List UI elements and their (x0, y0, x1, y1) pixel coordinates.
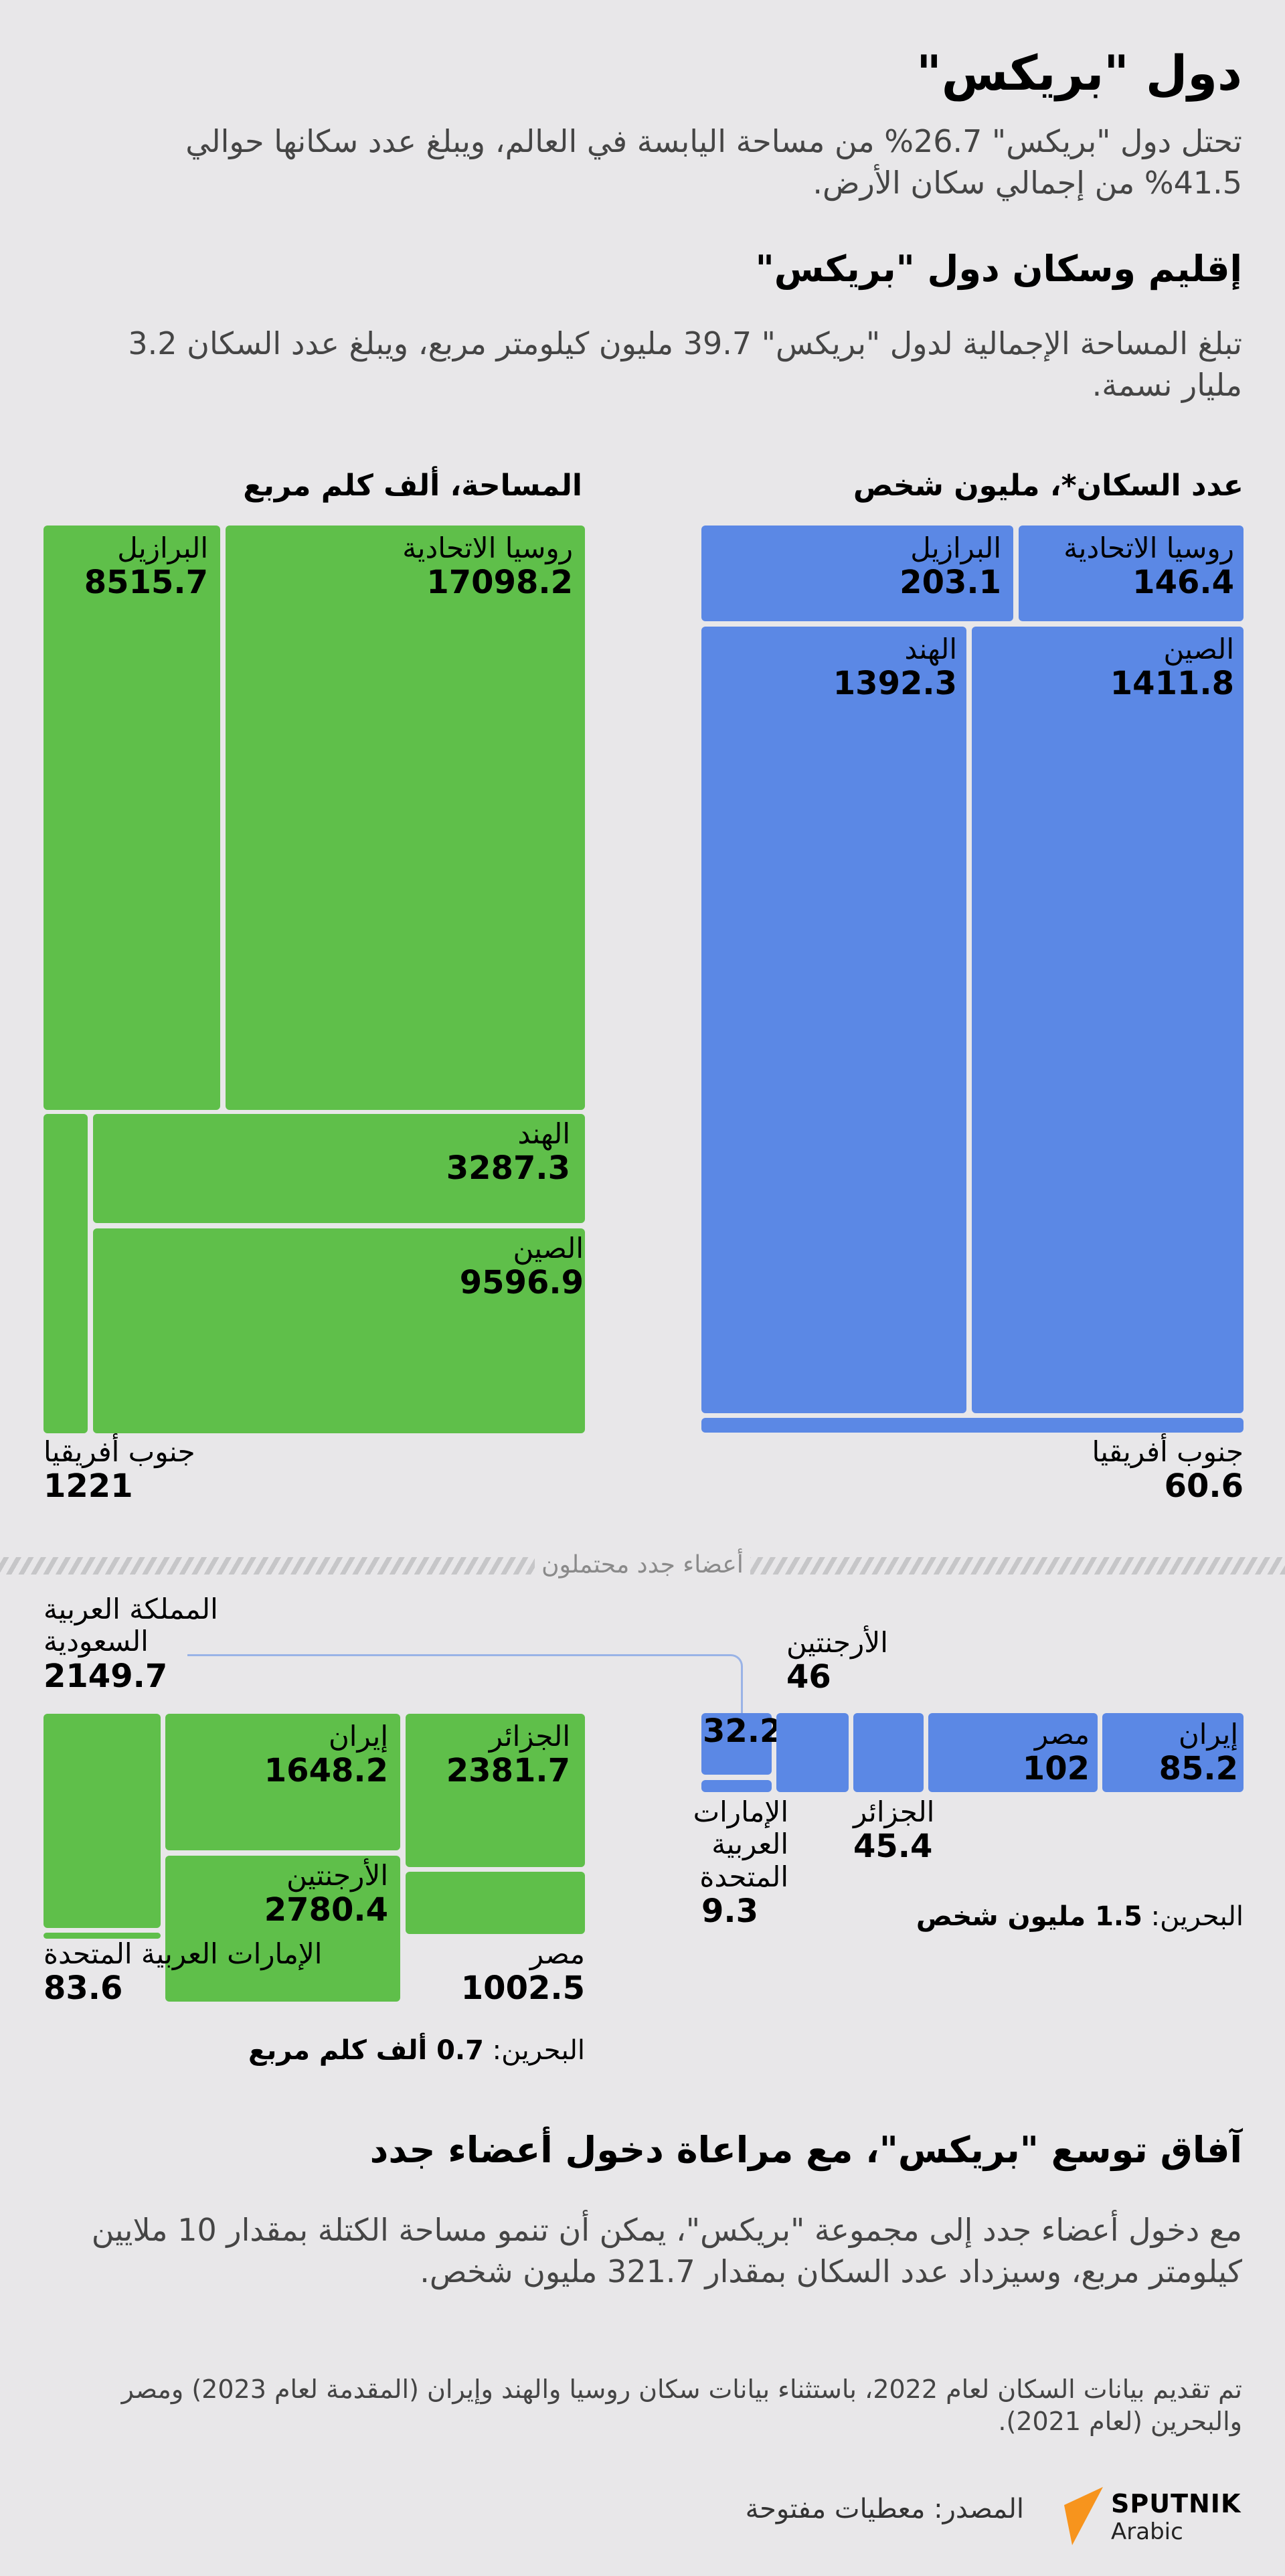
intro-text: تحتل دول "بريكس" 26.7% من مساحة اليابسة … (185, 123, 1242, 201)
cell-name: روسيا الاتحادية (402, 532, 573, 564)
cell-value: 1648.2 (264, 1752, 388, 1790)
section-text-expansion: مع دخول أعضاء جدد إلى مجموعة "بريكس"، يم… (91, 2212, 1242, 2289)
cell-value: 1411.8 (1110, 665, 1234, 703)
separator-label: أعضاء جدد محتملون (0, 1546, 1285, 1584)
treemap-cell-brazil-area: البرازيل 8515.7 (44, 526, 220, 1110)
cell-name: إيران (1178, 1718, 1238, 1751)
logo-brand: SPUTNIK (1111, 2489, 1241, 2518)
treemap-cell-brazil-population: البرازيل 203.1 (701, 526, 1013, 621)
saudi-area-label: المملكة العربية السعودية 2149.7 (44, 1593, 218, 1695)
cell-value: 2381.7 (446, 1752, 570, 1790)
page-title: دول "بريكس" (916, 45, 1242, 101)
south-africa-area-label: جنوب أفريقيا 1221 (44, 1435, 195, 1506)
cell-name: الأرجنتين (286, 1859, 388, 1892)
uae-area-label: الإمارات العربية المتحدة 83.6 (44, 1937, 323, 2008)
cell-value: 1392.3 (833, 665, 957, 703)
area-chart-title: المساحة، ألف كلم مربع (243, 469, 582, 503)
bahrain-population-note: البحرين: 1.5 مليون شخص (916, 1901, 1244, 1932)
cell-value: 3287.3 (446, 1149, 570, 1188)
logo-sub: Arabic (1111, 2518, 1183, 2545)
treemap-cell-russia-area: روسيا الاتحادية 17098.2 (226, 526, 585, 1110)
section-title-expansion: آفاق توسع "بريكس"، مع مراعاة دخول أعضاء … (369, 2129, 1242, 2171)
section-text-territory: تبلغ المساحة الإجمالية لدول "بريكس" 39.7… (128, 325, 1242, 403)
treemap-cell-india-area: الهند 3287.3 (93, 1114, 585, 1223)
treemap-cell-south-africa-area (44, 1114, 88, 1433)
treemap-cell-algeria-area: الجزائر 2381.7 (406, 1714, 585, 1867)
treemap-cell-egypt-population: مصر 102 (928, 1713, 1098, 1792)
cell-value: 2780.4 (264, 1891, 388, 1929)
bahrain-area-note: البحرين: 0.7 ألف كلم مربع (248, 2035, 585, 2066)
cell-name: الصين (1163, 633, 1234, 665)
cell-value: 32.2 (703, 1712, 782, 1750)
cell-name: روسيا الاتحادية (1063, 532, 1234, 564)
cell-name: الهند (904, 633, 957, 665)
treemap-cell-uae-area (44, 1933, 161, 1939)
sputnik-logo: SPUTNIK Arabic (1044, 2477, 1245, 2551)
cell-name: البرازيل (910, 532, 1001, 564)
treemap-cell-iran-area: إيران 1648.2 (165, 1714, 400, 1850)
argentina-population-label: الأرجنتين 46 (786, 1626, 888, 1696)
treemap-cell-south-africa-population (701, 1418, 1244, 1433)
treemap-cell-saudi-population: 32.2 (701, 1712, 782, 1775)
cell-value: 9596.9 (459, 1264, 584, 1302)
treemap-cell-egypt-area (406, 1872, 585, 1934)
treemap-cell-argentina-population (776, 1713, 849, 1792)
treemap-cell-algeria-population (853, 1713, 924, 1792)
treemap-cell-iran-population: إيران 85.2 (1102, 1713, 1244, 1792)
cell-value: 203.1 (900, 564, 1001, 602)
treemap-cell-saudi-area (44, 1714, 161, 1928)
south-africa-population-label: جنوب أفريقيا 60.6 (1092, 1435, 1244, 1506)
treemap-cell-uae-population (701, 1780, 772, 1792)
algeria-population-label: الجزائر 45.4 (853, 1795, 935, 1866)
section-title-territory: إقليم وسكان دول "بريكس" (755, 248, 1242, 290)
treemap-cell-china-population: الصين 1411.8 (972, 627, 1244, 1413)
cell-name: إيران (328, 1720, 388, 1753)
cell-name: الصين (513, 1232, 584, 1265)
cell-name: الهند (517, 1117, 570, 1150)
cell-value: 146.4 (1132, 564, 1234, 602)
cell-name: الجزائر (489, 1720, 570, 1753)
source-label: المصدر: معطيات مفتوحة (745, 2494, 1024, 2524)
egypt-area-label: مصر 1002.5 (460, 1937, 585, 2008)
cell-name: مصر (1034, 1718, 1090, 1751)
saudi-connector-line (187, 1654, 743, 1714)
population-chart-title: عدد السكان*، مليون شخص (853, 469, 1244, 503)
treemap-cell-russia-population: روسيا الاتحادية 146.4 (1019, 526, 1244, 621)
cell-value: 102 (1022, 1750, 1090, 1788)
cell-value: 8515.7 (84, 564, 208, 602)
sputnik-triangle-icon (1064, 2487, 1103, 2545)
treemap-cell-argentina-area: الأرجنتين 2780.4 (165, 1856, 400, 2002)
footnote: تم تقديم بيانات السكان لعام 2022، باستثن… (121, 2374, 1242, 2436)
uae-population-label: الإمارات العربية المتحدة 9.3 (693, 1795, 788, 1930)
treemap-cell-india-population: الهند 1392.3 (701, 627, 966, 1413)
cell-name: البرازيل (117, 532, 208, 564)
cell-value: 17098.2 (426, 564, 573, 602)
treemap-cell-china-area: الصين 9596.9 (93, 1228, 585, 1433)
cell-value: 85.2 (1159, 1750, 1238, 1788)
